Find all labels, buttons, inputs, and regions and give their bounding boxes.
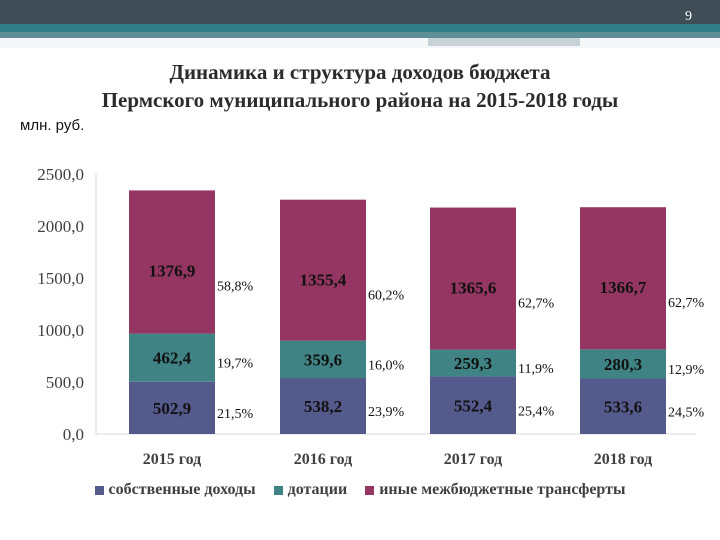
bar-own: [129, 381, 215, 434]
y-tick-label: 500,0: [46, 373, 84, 392]
x-tick-label: 2017 год: [444, 451, 503, 468]
x-tick-label: 2016 год: [294, 451, 353, 468]
y-tick-label: 2000,0: [37, 217, 84, 236]
legend-swatch-transfers: [365, 485, 375, 495]
share-label-transfers: 58,8%: [217, 279, 254, 294]
y-tick-label: 2500,0: [37, 165, 84, 184]
legend-swatch-subsidy: [273, 485, 283, 495]
bar-transfers: [129, 190, 215, 334]
bar-own: [430, 376, 516, 434]
header-band: [0, 0, 720, 24]
bar-own: [280, 378, 366, 434]
share-label-subsidy: 12,9%: [668, 363, 705, 378]
legend-label-own: собственные доходы: [108, 481, 256, 498]
legend-swatch-own: [94, 485, 104, 495]
header-stripe: [0, 24, 720, 32]
data-label-transfers: 1376,9: [149, 261, 196, 280]
share-label-own: 21,5%: [217, 407, 254, 422]
data-label-subsidy: 259,3: [454, 354, 492, 373]
data-label-own: 552,4: [454, 396, 493, 415]
share-label-subsidy: 11,9%: [518, 362, 554, 377]
bar-transfers: [430, 207, 516, 350]
bar-subsidy: [129, 333, 215, 382]
data-label-own: 533,6: [604, 397, 642, 416]
legend-label-transfers: иные межбюджетные трансферты: [379, 481, 626, 498]
share-label-subsidy: 19,7%: [217, 357, 254, 372]
legend-label-subsidy: дотации: [287, 481, 348, 498]
header-accent-bar: [428, 38, 580, 46]
data-label-own: 502,9: [153, 399, 191, 418]
y-tick-label: 1000,0: [37, 321, 84, 340]
slide-title: Динамика и структура доходов бюджета Пер…: [40, 58, 680, 114]
data-label-transfers: 1365,6: [450, 279, 497, 298]
header-stripe-secondary: [0, 32, 720, 38]
bar-subsidy: [430, 349, 516, 377]
share-label-transfers: 62,7%: [668, 296, 705, 311]
share-label-own: 23,9%: [368, 405, 405, 420]
data-label-own: 538,2: [304, 397, 342, 416]
y-tick-label: 1500,0: [37, 269, 84, 288]
legend-item-own: собственные доходы: [94, 481, 256, 499]
bar-subsidy: [280, 340, 366, 379]
title-line-1: Динамика и структура доходов бюджета: [169, 60, 551, 84]
y-tick-label: 0,0: [63, 425, 84, 444]
header-light-stripe: [0, 38, 720, 48]
x-tick-label: 2015 год: [143, 451, 202, 468]
bar-subsidy: [580, 349, 666, 379]
share-label-transfers: 60,2%: [368, 289, 405, 304]
data-label-subsidy: 280,3: [604, 355, 642, 374]
chart-legend: собственные доходы дотации иные межбюдже…: [40, 481, 680, 499]
bar-transfers: [580, 207, 666, 350]
bar-own: [580, 378, 666, 434]
unit-label: млн. руб.: [20, 117, 85, 134]
share-label-transfers: 62,7%: [518, 297, 555, 312]
bar-transfers: [280, 199, 366, 341]
data-label-transfers: 1366,7: [600, 278, 647, 297]
data-label-transfers: 1355,4: [300, 271, 347, 290]
page-number: 9: [685, 9, 692, 24]
legend-item-subsidy: дотации: [273, 481, 348, 499]
data-label-subsidy: 359,6: [304, 350, 342, 369]
legend-item-transfers: иные межбюджетные трансферты: [365, 481, 625, 499]
title-line-2: Пермского муниципального района на 2015-…: [101, 88, 619, 112]
share-label-own: 25,4%: [518, 404, 555, 419]
share-label-subsidy: 16,0%: [368, 358, 405, 373]
data-label-subsidy: 462,4: [153, 349, 192, 368]
share-label-own: 24,5%: [668, 405, 705, 420]
x-tick-label: 2018 год: [594, 451, 653, 468]
